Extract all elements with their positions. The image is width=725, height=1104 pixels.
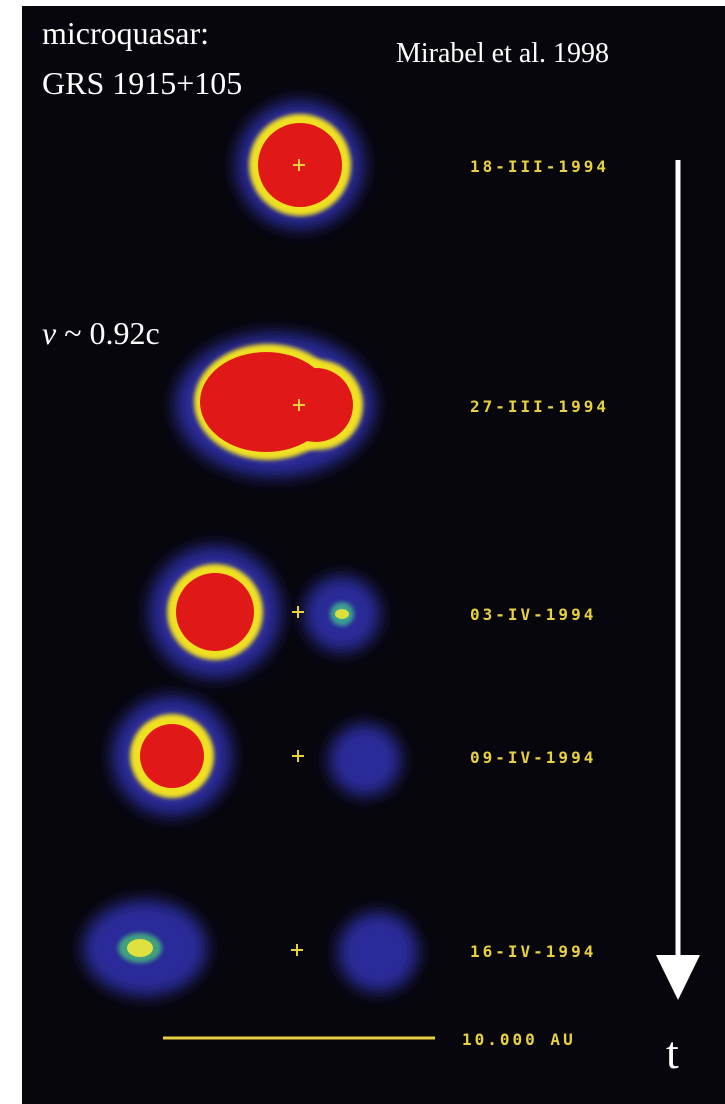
epoch-label: 09-IV-1994 (470, 748, 596, 767)
object-label: microquasar: (42, 15, 209, 51)
epoch-label: 27-III-1994 (470, 397, 609, 416)
epoch-label: 03-IV-1994 (470, 605, 596, 624)
velocity-symbol: v (42, 315, 57, 351)
velocity-label: v ~ 0.92c (42, 315, 160, 351)
epoch-label: 18-III-1994 (470, 157, 609, 176)
source-blob (175, 333, 375, 477)
velocity-value: ~ 0.92c (64, 315, 160, 351)
credit: Mirabel et al. 1998 (396, 38, 609, 69)
object-label: GRS 1915+105 (42, 65, 242, 101)
scale-label: 10.000 AU (462, 1030, 576, 1049)
epoch-label: 16-IV-1994 (470, 942, 596, 961)
time-label: t (666, 1027, 679, 1078)
figure: microquasar: GRS 1915+105 Mirabel et al.… (0, 0, 725, 1104)
